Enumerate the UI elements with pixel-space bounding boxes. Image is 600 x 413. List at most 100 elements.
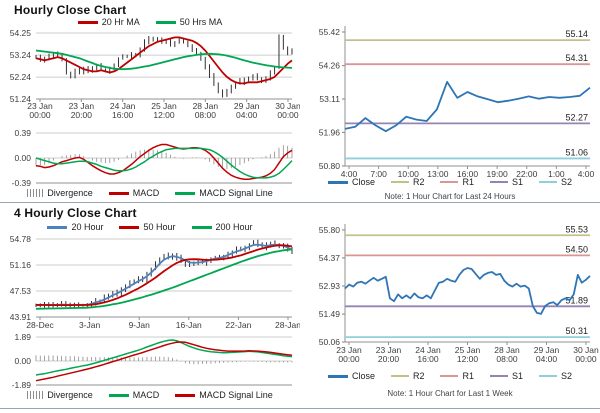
svg-text:00:00: 00:00 (575, 354, 597, 364)
svg-text:30 Jan: 30 Jan (573, 345, 599, 355)
macd-signal-line-swatch-2 (175, 393, 196, 397)
legend-label-50hour: 50 Hour (143, 222, 176, 232)
200hour-line-swatch (191, 225, 212, 229)
svg-text:51.96: 51.96 (319, 127, 341, 137)
svg-text:16:00: 16:00 (417, 354, 439, 364)
four-hourly-pivot-legend: Close R2 R1 S1 S2 (300, 371, 600, 381)
hourly-ma-legend: 20 Hr MA 50 Hrs MA (0, 17, 300, 27)
svg-text:08:00: 08:00 (496, 354, 518, 364)
hourly-pivot-note: Note: 1 Hour Chart for Last 24 Hours (384, 192, 516, 201)
four-hourly-chart-title: 4 Hourly Close Chart (14, 206, 137, 220)
svg-text:28-Dec: 28-Dec (26, 320, 54, 330)
svg-text:51.16: 51.16 (10, 260, 32, 270)
legend-item-20hr-ma: 20 Hr MA (77, 17, 140, 27)
legend-label-r1: R1 (462, 177, 474, 187)
svg-text:12:00: 12:00 (153, 110, 175, 120)
svg-text:00:00: 00:00 (338, 354, 360, 364)
svg-text:51.24: 51.24 (10, 94, 32, 104)
hourly-macd-legend: Divergence MACD MACD Signal Line (0, 188, 300, 198)
svg-text:55.80: 55.80 (319, 225, 341, 235)
svg-text:54.26: 54.26 (319, 61, 341, 71)
svg-text:51.49: 51.49 (319, 309, 341, 319)
legend-label-s2-2: S2 (561, 371, 573, 381)
svg-text:9-Jan: 9-Jan (129, 320, 151, 330)
r1-line-swatch (440, 181, 459, 183)
svg-text:23 Jan: 23 Jan (376, 345, 402, 355)
legend-item-macd-2: MACD (108, 390, 159, 400)
svg-text:23 Jan: 23 Jan (336, 345, 362, 355)
svg-text:20:00: 20:00 (378, 354, 400, 364)
legend-label-s2: S2 (561, 177, 573, 187)
four-hourly-macd-legend: Divergence MACD MACD Signal Line (0, 390, 300, 400)
macd-signal-line-swatch (175, 191, 196, 195)
svg-text:13:00: 13:00 (427, 169, 449, 179)
svg-text:04:00: 04:00 (536, 354, 558, 364)
svg-text:53.24: 53.24 (10, 50, 32, 60)
svg-text:1:00: 1:00 (548, 169, 565, 179)
legend-label-divergence: Divergence (47, 188, 93, 198)
svg-text:00:00: 00:00 (29, 110, 51, 120)
svg-text:08:00: 08:00 (195, 110, 217, 120)
svg-text:22-Jan: 22-Jan (225, 320, 251, 330)
legend-item-200hour: 200 Hour (191, 222, 253, 232)
svg-text:55.42: 55.42 (319, 27, 341, 37)
svg-text:-1.89: -1.89 (12, 380, 32, 390)
svg-text:16-Jan: 16-Jan (176, 320, 202, 330)
four-hourly-macd-chart: 1.89 0.00 -1.89 (12, 332, 293, 390)
legend-item-macd: MACD (108, 188, 160, 198)
svg-text:50.31: 50.31 (565, 326, 588, 336)
legend-label-20hr-ma: 20 Hr MA (101, 17, 140, 27)
svg-text:1.89: 1.89 (14, 332, 31, 342)
svg-text:4:00: 4:00 (341, 169, 358, 179)
macd-line-swatch (108, 191, 129, 195)
svg-text:28 Jan: 28 Jan (193, 101, 219, 111)
svg-text:30 Jan: 30 Jan (275, 101, 300, 111)
svg-text:29 Jan: 29 Jan (534, 345, 560, 355)
svg-text:29 Jan: 29 Jan (234, 101, 260, 111)
legend-label-r2: R2 (412, 177, 425, 187)
legend-item-macd-signal: MACD Signal Line (175, 188, 273, 198)
four-hourly-pivot-note: Note: 1 Hour Chart for Last 1 Week (387, 389, 513, 398)
legend-label-macd: MACD (132, 188, 160, 198)
legend-label-divergence-2: Divergence (47, 390, 93, 400)
svg-text:4:00: 4:00 (578, 169, 595, 179)
svg-text:28 Jan: 28 Jan (494, 345, 520, 355)
svg-text:0.00: 0.00 (14, 153, 31, 163)
svg-text:3-Jan: 3-Jan (79, 320, 101, 330)
svg-text:0.00: 0.00 (14, 356, 31, 366)
close-line-swatch (327, 180, 348, 184)
svg-text:20:00: 20:00 (71, 110, 93, 120)
svg-text:54.31: 54.31 (565, 53, 588, 63)
svg-text:47.53: 47.53 (10, 286, 32, 296)
legend-item-50hr-ma: 50 Hrs MA (155, 17, 222, 27)
svg-text:43.91: 43.91 (10, 312, 32, 322)
svg-text:00:00: 00:00 (277, 110, 299, 120)
svg-text:25 Jan: 25 Jan (151, 101, 177, 111)
svg-text:-0.39: -0.39 (12, 178, 32, 188)
section-divider-top (0, 202, 600, 203)
svg-text:12:00: 12:00 (457, 354, 479, 364)
legend-label-r2-2: R2 (412, 371, 425, 381)
legend-label-macd-signal-2: MACD Signal Line (199, 390, 273, 400)
divergence-bars-swatch (27, 189, 44, 197)
legend-item-macd-signal-2: MACD Signal Line (175, 390, 273, 400)
svg-text:24 Jan: 24 Jan (415, 345, 441, 355)
svg-text:51.89: 51.89 (565, 295, 588, 305)
r2-line-swatch-2 (390, 375, 409, 377)
hourly-macd-chart: 0.39 0.00 -0.39 (12, 128, 293, 188)
svg-text:7:00: 7:00 (370, 169, 387, 179)
50hr-ma-line-swatch (155, 20, 176, 24)
legend-label-macd-signal: MACD Signal Line (199, 188, 273, 198)
svg-text:52.24: 52.24 (10, 72, 32, 82)
hourly-chart-title: Hourly Close Chart (14, 3, 127, 17)
section-divider-bottom (0, 408, 600, 409)
svg-text:54.78: 54.78 (10, 234, 32, 244)
svg-text:54.37: 54.37 (319, 253, 341, 263)
s1-line-swatch (490, 181, 508, 183)
svg-text:10:00: 10:00 (398, 169, 420, 179)
legend-item-close-2: Close (327, 371, 375, 381)
20hour-line-swatch (47, 225, 68, 229)
